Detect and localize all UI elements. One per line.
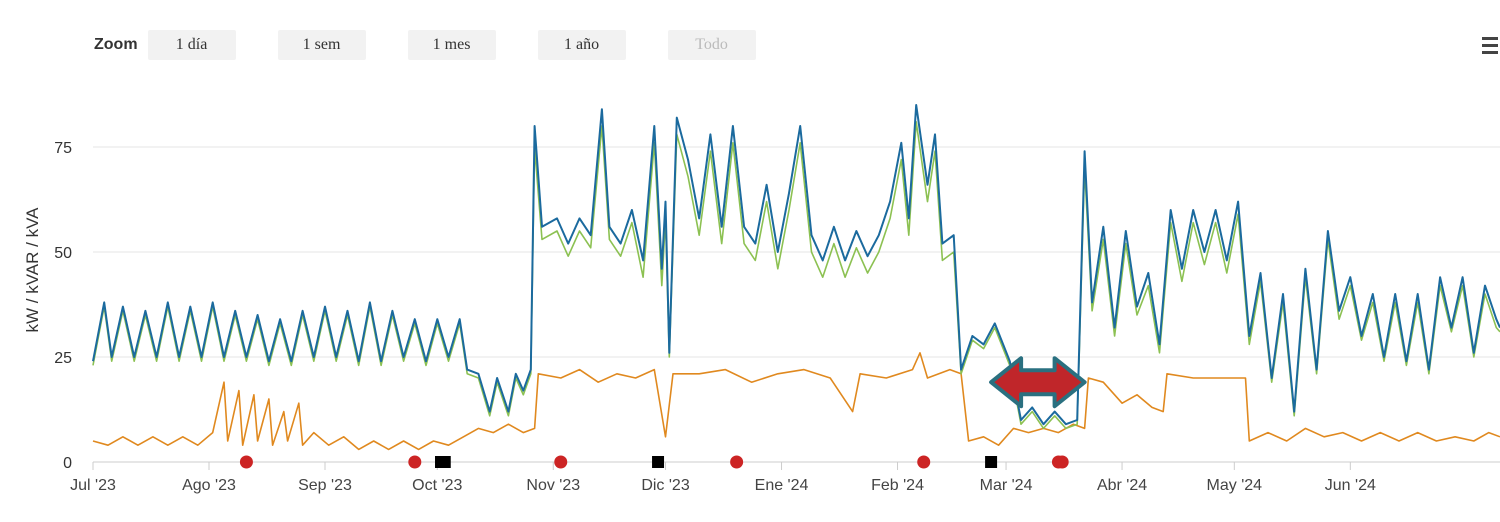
y-axis-title: kW / kVAR / kVA [23,207,42,333]
y-tick-label: 75 [54,140,72,157]
x-axis: Jul '23 Ago '23 Sep '23 Oct '23 Nov '23 Dic '… [70,461,1500,494]
series-line-kw[interactable] [92,121,1500,430]
zoom-all-button[interactable]: Todo [667,30,756,60]
y-tick-label: 25 [54,350,72,367]
event-circle-marker [408,455,422,469]
zoom-toolbar: Zoom 1 día 1 sem 1 mes 1 año Todo [94,30,756,60]
double-arrow-annotation [989,356,1087,409]
event-markers [239,455,1069,469]
zoom-1-week-button[interactable]: 1 sem [277,30,366,60]
event-square-marker [985,456,998,468]
x-tick-label: Sep '23 [298,477,352,494]
x-tick-label: Abr '24 [1097,477,1147,494]
zoom-1-day-button[interactable]: 1 día [147,30,236,60]
x-tick-label: Nov '23 [526,477,580,494]
x-tick-label: Ene '24 [755,477,809,494]
event-circle-marker [239,455,253,469]
series-line-kvar[interactable] [92,352,1500,451]
x-tick-label: May '24 [1207,477,1263,494]
zoom-1-month-button[interactable]: 1 mes [407,30,496,60]
event-circle-marker [917,455,931,469]
zoom-1-year-button[interactable]: 1 año [537,30,626,60]
x-tick-label: Dic '23 [641,477,690,494]
zoom-label: Zoom [94,36,138,53]
hamburger-menu-icon[interactable] [1480,34,1500,58]
x-tick-label: Ago '23 [182,477,236,494]
event-circle-marker [730,455,744,469]
x-tick-label: Feb '24 [871,477,924,494]
x-tick-label: Mar '24 [980,477,1033,494]
y-tick-label: 0 [63,455,72,472]
series-line-kva[interactable] [92,104,1500,426]
event-square-marker [652,456,665,468]
x-tick-label: Jun '24 [1325,477,1376,494]
annotation [989,356,1087,409]
event-square-marker [438,456,451,468]
x-tick-label: Oct '23 [412,477,462,494]
event-circle-marker [554,455,568,469]
x-tick-label: Jul '23 [70,477,116,494]
series-lines[interactable] [92,104,1500,451]
y-tick-label: 50 [54,245,72,262]
event-circle-marker [1055,455,1069,469]
